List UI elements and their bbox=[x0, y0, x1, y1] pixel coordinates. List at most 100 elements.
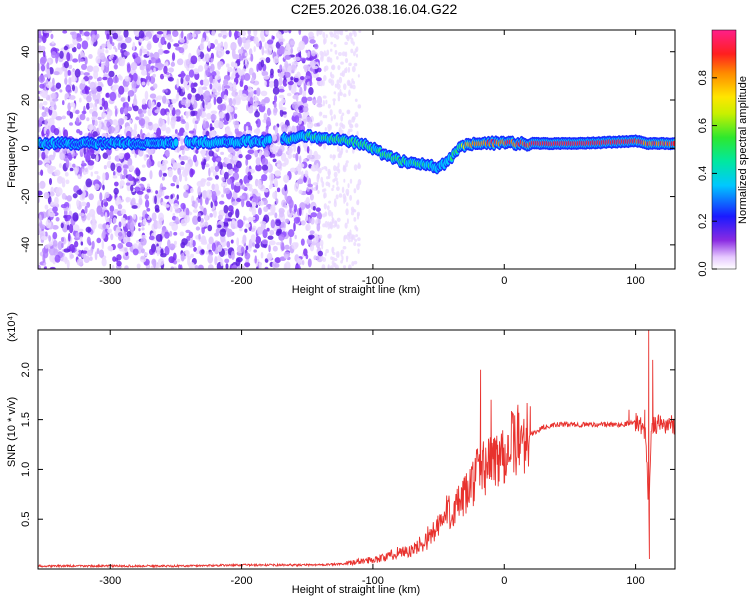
noise-blob bbox=[163, 65, 168, 75]
noise-blob bbox=[119, 107, 124, 115]
noise-blob bbox=[274, 170, 282, 177]
noise-blob bbox=[269, 183, 274, 188]
noise-blob bbox=[178, 172, 182, 182]
noise-blob bbox=[146, 43, 152, 51]
noise-blob bbox=[173, 43, 180, 47]
noise-blob bbox=[180, 202, 186, 210]
noise-blob bbox=[279, 64, 283, 71]
noise-blob bbox=[263, 50, 268, 54]
noise-blob bbox=[279, 34, 284, 40]
noise-blob bbox=[94, 120, 98, 127]
noise-blob bbox=[306, 96, 313, 102]
noise-blob bbox=[303, 175, 307, 183]
noise-blob bbox=[129, 119, 132, 124]
snr-panel: -300 -200 -100 0 100 0.5 1.0 1.5 2.0 Height of … bbox=[6, 312, 676, 596]
noise-blob bbox=[63, 248, 71, 253]
noise-blob bbox=[180, 138, 184, 145]
noise-blob bbox=[291, 125, 296, 134]
noise-blob bbox=[344, 51, 348, 58]
noise-blob bbox=[309, 77, 312, 87]
noise-blob bbox=[90, 171, 94, 177]
noise-blob bbox=[204, 53, 210, 63]
noise-blob bbox=[72, 193, 78, 199]
colorbar-gradient bbox=[711, 29, 737, 270]
noise-blob bbox=[327, 126, 331, 133]
noise-blob bbox=[38, 264, 41, 269]
noise-blob bbox=[349, 178, 353, 184]
noise-blob bbox=[284, 192, 288, 201]
noise-blob bbox=[59, 89, 63, 93]
noise-blob bbox=[246, 104, 249, 112]
noise-blob bbox=[170, 194, 173, 200]
noise-blob bbox=[278, 76, 283, 86]
noise-blob bbox=[158, 117, 163, 127]
noise-blob bbox=[183, 35, 187, 46]
noise-blob bbox=[316, 95, 323, 106]
noise-blob bbox=[173, 240, 177, 246]
noise-blob bbox=[303, 64, 310, 70]
noise-blob bbox=[267, 235, 274, 240]
noise-blob bbox=[233, 113, 238, 119]
noise-blob bbox=[338, 108, 342, 115]
noise-blob bbox=[322, 79, 325, 87]
noise-blob bbox=[112, 175, 118, 179]
noise-blob bbox=[297, 178, 304, 185]
noise-blob bbox=[270, 68, 274, 76]
noise-blob bbox=[210, 110, 218, 115]
noise-blob bbox=[336, 83, 341, 90]
noise-blob bbox=[264, 266, 269, 269]
noise-blob bbox=[227, 211, 233, 218]
noise-blob bbox=[235, 208, 240, 219]
noise-blob bbox=[214, 175, 219, 180]
noise-blob bbox=[191, 87, 197, 94]
noise-blob bbox=[107, 76, 114, 87]
noise-blob bbox=[340, 250, 343, 257]
noise-blob bbox=[201, 147, 206, 158]
noise-blob bbox=[334, 262, 337, 268]
noise-blob bbox=[199, 42, 205, 51]
noise-blob bbox=[110, 233, 114, 241]
noise-blob bbox=[336, 147, 341, 152]
noise-blob bbox=[306, 121, 314, 129]
noise-blob bbox=[64, 256, 68, 265]
noise-blob bbox=[51, 77, 55, 87]
noise-blob bbox=[197, 186, 202, 196]
noise-blob bbox=[357, 237, 361, 242]
noise-blob bbox=[156, 243, 159, 248]
noise-blob bbox=[348, 239, 351, 243]
noise-blob bbox=[301, 260, 305, 266]
noise-blob bbox=[330, 74, 335, 79]
noise-blob bbox=[181, 155, 189, 161]
noise-blob bbox=[89, 102, 94, 109]
noise-blob bbox=[205, 250, 209, 255]
noise-blob bbox=[214, 92, 221, 96]
noise-blob bbox=[273, 94, 278, 103]
noise-blob bbox=[208, 167, 211, 177]
noise-blob bbox=[207, 264, 214, 269]
noise-blob bbox=[323, 66, 327, 72]
noise-blob bbox=[354, 98, 358, 102]
noise-blob bbox=[254, 243, 260, 249]
noise-blob bbox=[192, 209, 199, 213]
noise-blob bbox=[218, 33, 223, 38]
noise-blob bbox=[323, 50, 326, 57]
noise-blob bbox=[355, 227, 359, 232]
noise-blob bbox=[155, 190, 159, 195]
noise-blob bbox=[303, 82, 307, 92]
noise-blob bbox=[119, 182, 123, 190]
noise-blob bbox=[206, 177, 213, 181]
noise-blob bbox=[145, 75, 152, 83]
noise-blob bbox=[109, 111, 113, 116]
noise-blob bbox=[131, 129, 138, 137]
noise-blob bbox=[213, 209, 217, 218]
noise-blob bbox=[38, 190, 43, 196]
noise-blob bbox=[194, 264, 199, 269]
noise-blob bbox=[132, 97, 138, 108]
noise-blob bbox=[263, 206, 269, 212]
noise-blob bbox=[214, 200, 218, 207]
noise-blob bbox=[347, 130, 350, 136]
noise-blob bbox=[61, 181, 66, 188]
colorbar-tick-label: 0.8 bbox=[697, 70, 709, 85]
noise-blob bbox=[214, 152, 218, 157]
noise-blob bbox=[197, 65, 204, 72]
